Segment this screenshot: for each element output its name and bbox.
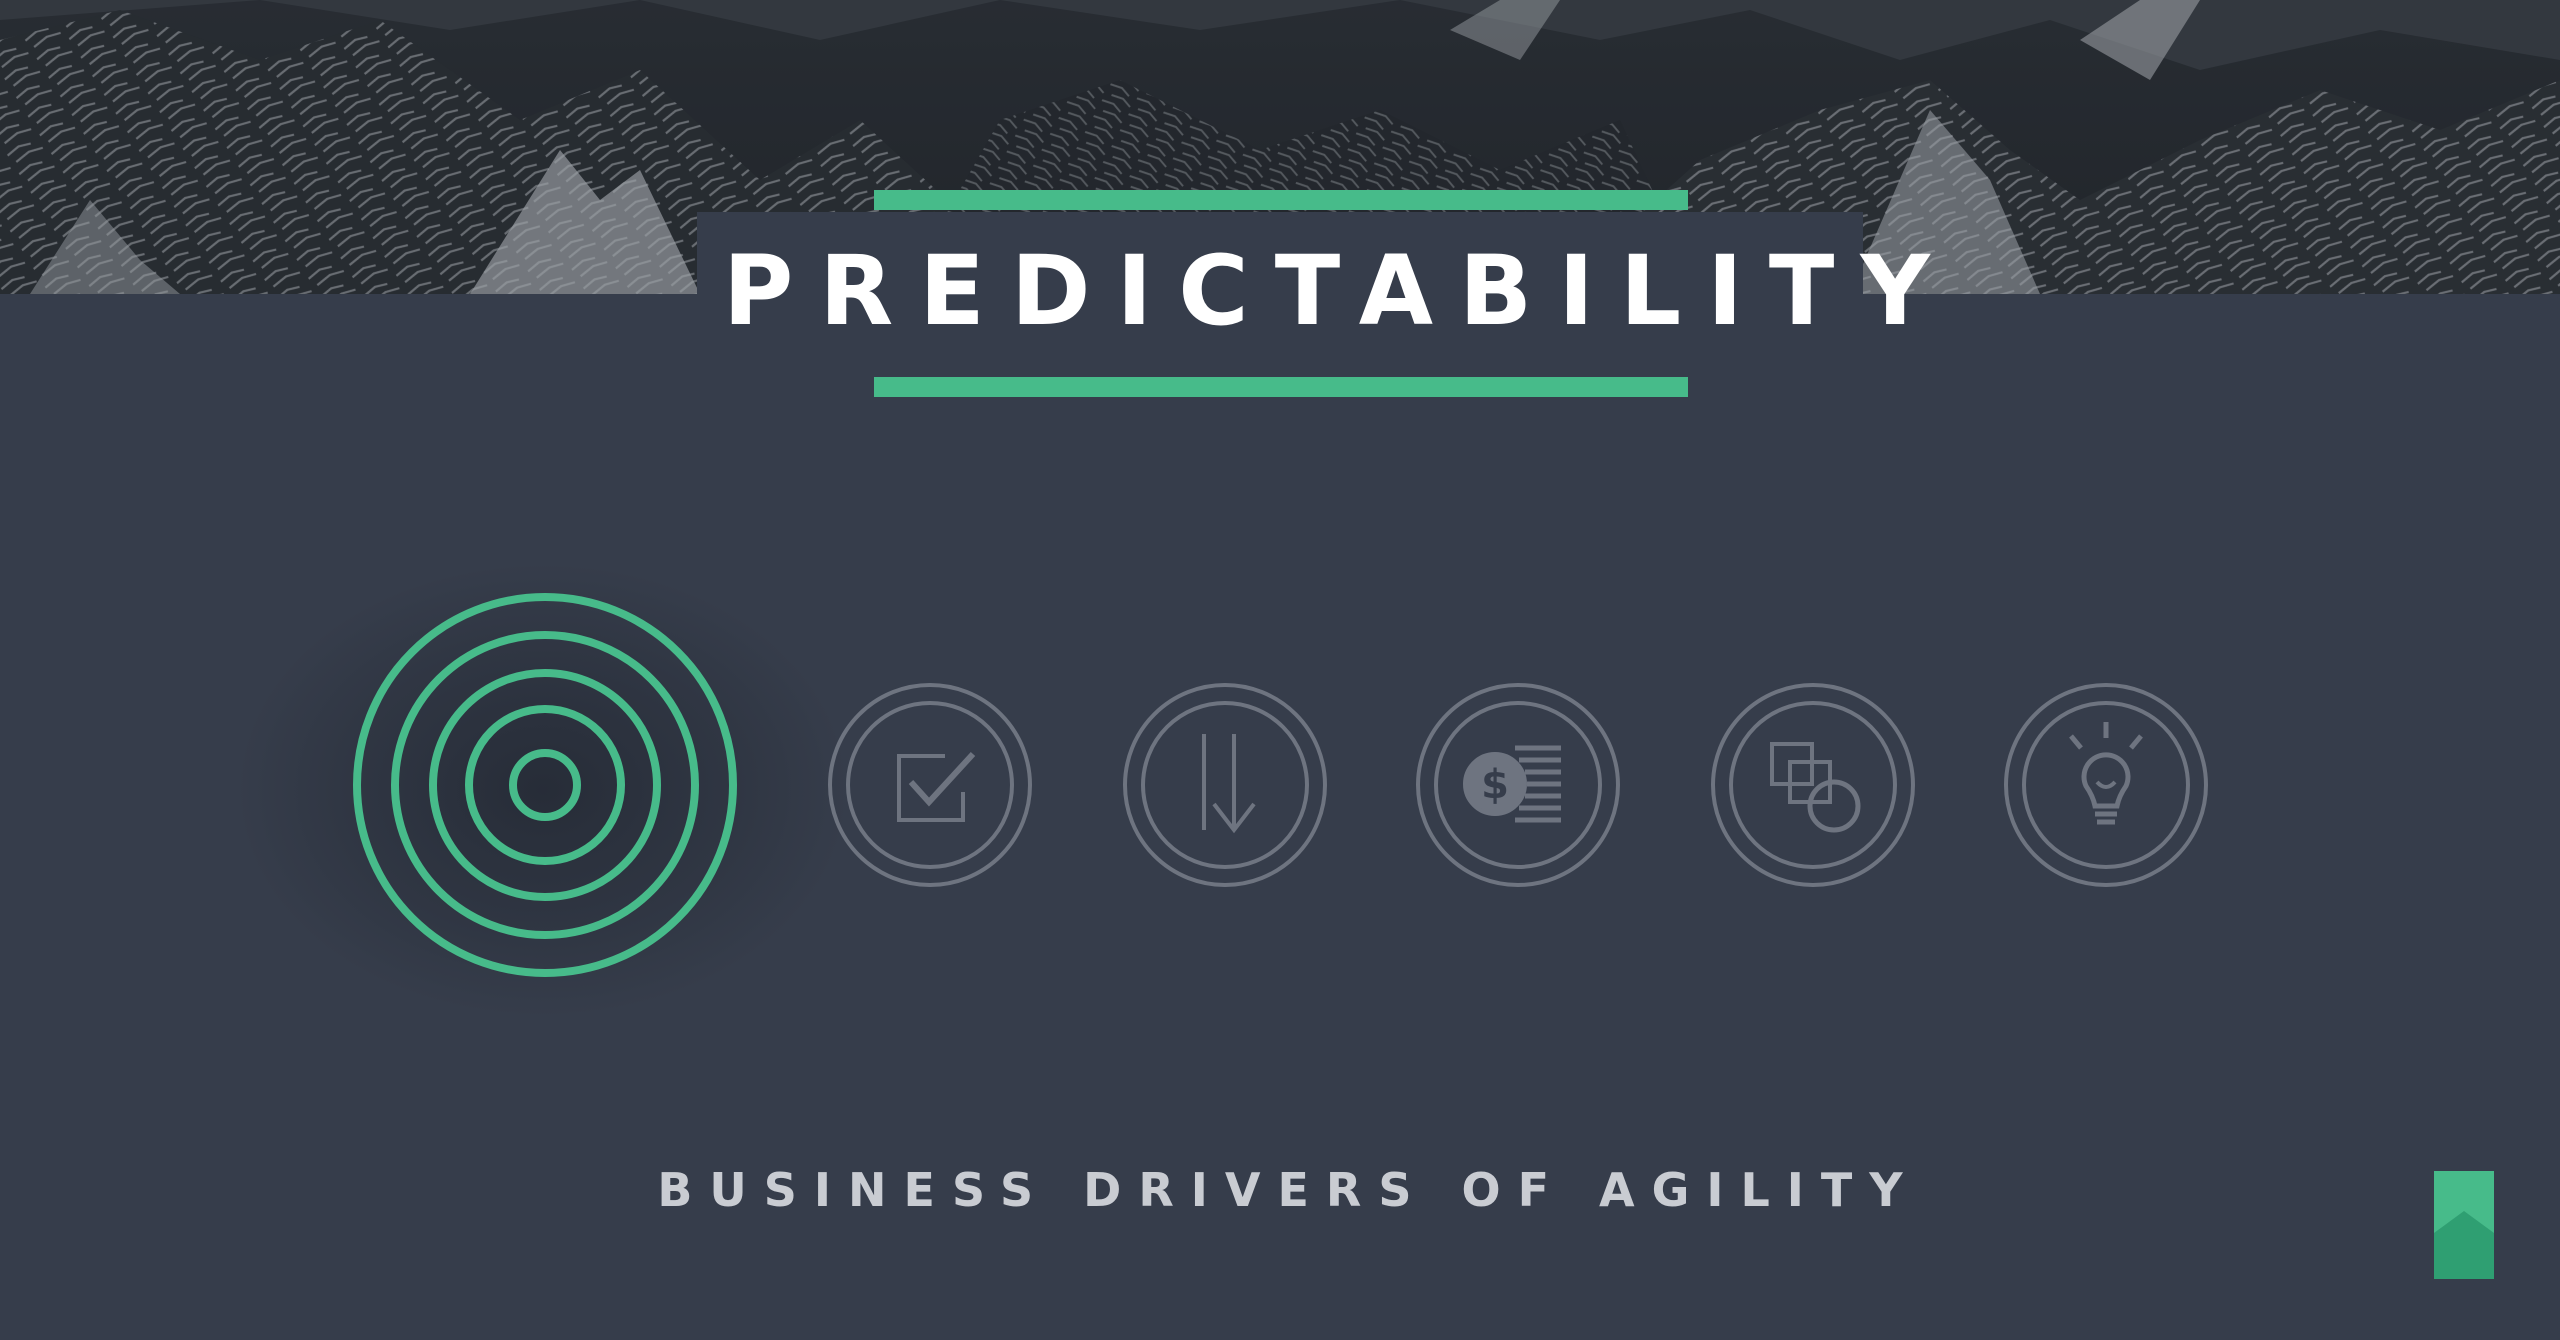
title-accent-bar-bottom <box>874 377 1688 397</box>
down-arrow-icon[interactable] <box>1122 682 1328 888</box>
slide-subtitle: BUSINESS DRIVERS OF AGILITY <box>657 1163 1920 1217</box>
svg-text:$: $ <box>1481 762 1509 808</box>
checkbox-icon[interactable] <box>827 682 1033 888</box>
lightbulb-icon[interactable] <box>2003 682 2209 888</box>
bookmark-logo-icon <box>2434 1171 2494 1279</box>
title-accent-bar-top <box>874 190 1688 210</box>
shapes-icon[interactable] <box>1710 682 1916 888</box>
slide-title: PREDICTABILITY <box>723 235 1956 347</box>
title-panel <box>697 212 1863 376</box>
target-icon[interactable] <box>350 590 740 980</box>
dollar-coins-icon[interactable]: $ <box>1415 682 1621 888</box>
